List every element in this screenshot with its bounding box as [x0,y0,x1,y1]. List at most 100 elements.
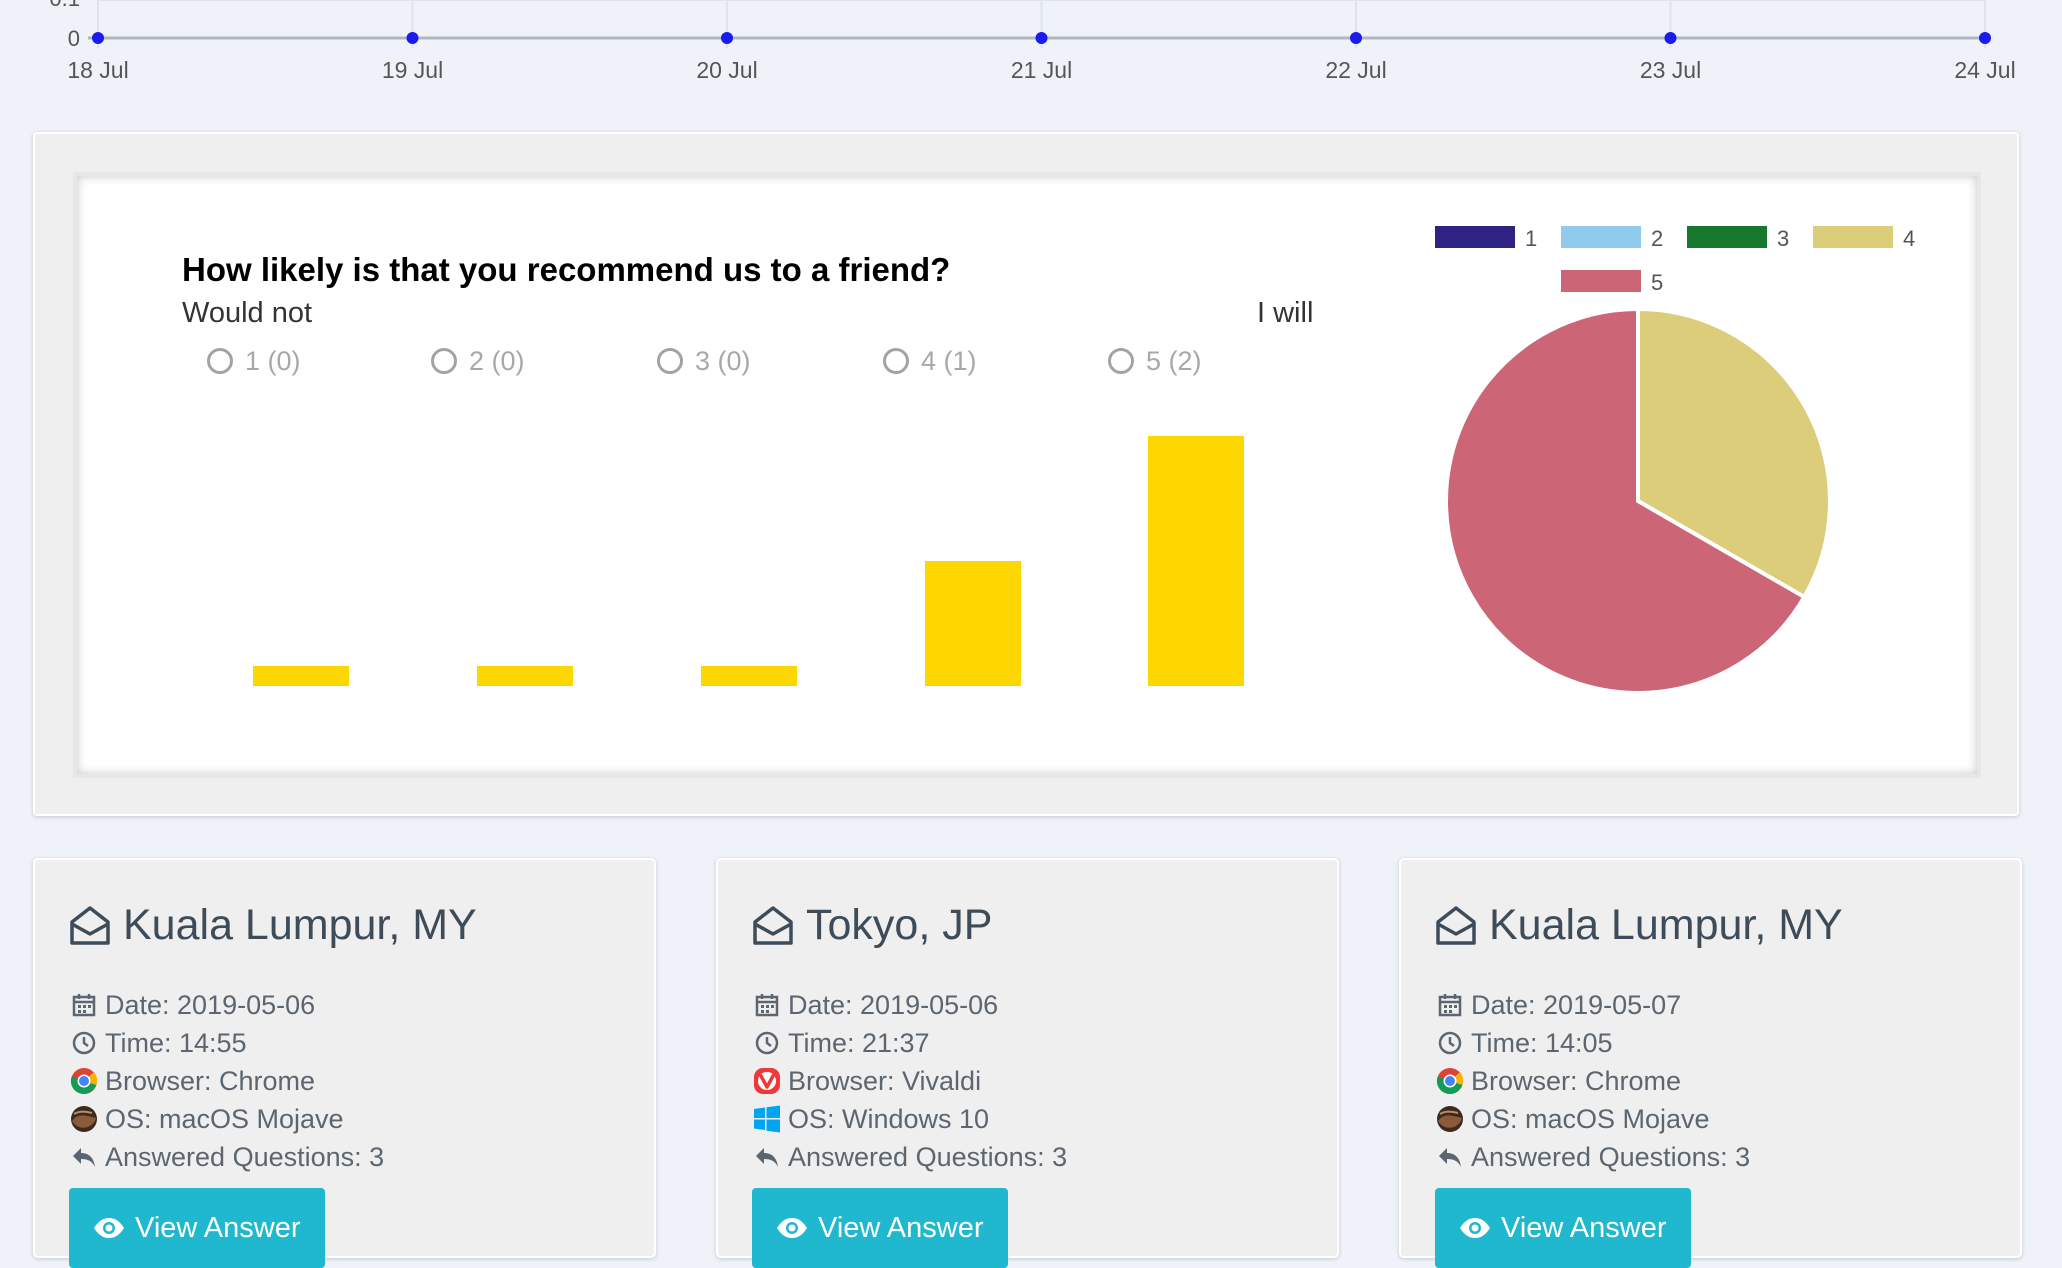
response-card: Kuala Lumpur, MY Date: 2019-05-07 Time: … [1399,858,2022,1268]
y-tick-label: 0.1 [49,0,80,11]
os-text: OS: macOS Mojave [105,1103,344,1134]
response-time: Time: 14:55 [69,1026,247,1060]
x-tick-label: 22 Jul [1325,57,1386,83]
card-title: Tokyo, JP [752,900,992,950]
rating-option-2[interactable]: 2 (0) [431,344,525,378]
legend-swatch [1687,226,1767,248]
view-answer-label: View Answer [818,1211,984,1244]
response-os: OS: Windows 10 [752,1102,989,1136]
reply-icon [69,1142,99,1172]
eye-icon [1460,1218,1490,1238]
radio-button[interactable] [883,348,909,374]
rating-option-4[interactable]: 4 (1) [883,344,977,378]
survey-chart-area: How likely is that you recommend us to a… [73,172,1981,778]
data-point [1350,32,1362,44]
clock-icon [752,1028,782,1058]
legend-label: 2 [1651,226,1663,251]
legend-swatch [1435,226,1515,248]
rating-option-5[interactable]: 5 (2) [1108,344,1202,378]
response-location: Kuala Lumpur, MY [1489,900,1843,949]
eye-icon [777,1218,807,1238]
survey-panel: How likely is that you recommend us to a… [33,132,2019,816]
bar-rating-1 [253,666,349,686]
y-tick-label: 0 [68,26,80,51]
radio-button[interactable] [431,348,457,374]
rating-option-label: 5 (2) [1146,345,1202,376]
response-location: Kuala Lumpur, MY [123,900,477,949]
response-os: OS: macOS Mojave [69,1102,344,1136]
pie-slice-4 [1636,306,1832,600]
bar-rating-5 [1148,436,1244,686]
answered-text: Answered Questions: 3 [105,1141,385,1172]
data-point [406,32,419,44]
legend-label: 3 [1777,226,1789,251]
answered-text: Answered Questions: 3 [1471,1141,1751,1172]
clock-icon [69,1028,99,1058]
x-tick-label: 23 Jul [1640,57,1701,83]
legend-label: 4 [1903,226,1915,251]
rating-pie-chart: 1 2 3 4 5 [1435,226,1915,695]
response-time: Time: 14:05 [1435,1026,1613,1060]
card-title: Kuala Lumpur, MY [69,900,477,950]
bar-rating-3 [701,666,797,686]
bar-rating-4 [925,561,1021,686]
response-card: Kuala Lumpur, MY Date: 2019-05-06 Time: … [33,858,656,1268]
question-title: How likely is that you recommend us to a… [182,251,951,288]
rating-option-label: 2 (0) [469,345,525,376]
radio-button[interactable] [657,348,683,374]
time-text: Time: 21:37 [788,1027,930,1058]
response-browser: Browser: Vivaldi [752,1064,981,1098]
view-answer-label: View Answer [135,1211,301,1244]
eye-icon [94,1218,124,1238]
os-text: OS: macOS Mojave [1471,1103,1710,1134]
calendar-icon [752,990,782,1020]
os-text: OS: Windows 10 [788,1103,990,1134]
time-text: Time: 14:05 [1471,1027,1613,1058]
response-browser: Browser: Chrome [69,1064,315,1098]
answered-text: Answered Questions: 3 [788,1141,1068,1172]
view-answer-label: View Answer [1501,1211,1667,1244]
browser-text: Browser: Chrome [1471,1065,1682,1096]
chrome-icon [69,1066,99,1096]
response-location: Tokyo, JP [806,900,993,949]
envelope-open-icon [70,906,110,945]
date-text: Date: 2019-05-07 [1471,989,1682,1020]
response-answered: Answered Questions: 3 [752,1140,1067,1174]
browser-text: Browser: Chrome [105,1065,316,1096]
radio-button[interactable] [1108,348,1134,374]
legend-swatch [1813,226,1893,248]
macos-icon [1435,1104,1465,1134]
bar-rating-2 [477,666,573,686]
card-title: Kuala Lumpur, MY [1435,900,1843,950]
envelope-open-icon [1436,906,1476,945]
legend-swatch [1561,226,1641,248]
radio-button[interactable] [207,348,233,374]
envelope-open-icon [753,906,793,945]
rating-option-1[interactable]: 1 (0) [207,344,301,378]
data-point [721,32,733,44]
date-text: Date: 2019-05-06 [788,989,999,1020]
rating-bar-chart [253,436,1244,686]
response-date: Date: 2019-05-07 [1435,988,1681,1022]
pie-slice-5 [1444,306,1808,695]
legend-swatch [1561,270,1641,292]
rating-option-3[interactable]: 3 (0) [657,344,751,378]
x-tick-label: 20 Jul [696,57,757,83]
view-answer-button[interactable]: View Answer [752,1188,1008,1268]
time-text: Time: 14:55 [105,1027,247,1058]
data-point [92,32,104,44]
data-point [1664,32,1677,44]
calendar-icon [1435,990,1465,1020]
scale-min-label: Would not [182,297,313,329]
x-tick-label: 18 Jul [67,57,128,83]
legend-label: 1 [1525,226,1537,251]
windows-icon [752,1104,782,1134]
macos-icon [69,1104,99,1134]
rating-option-label: 1 (0) [245,345,301,376]
data-point [1979,32,1991,44]
response-time: Time: 21:37 [752,1026,930,1060]
vivaldi-icon [752,1066,782,1096]
view-answer-button[interactable]: View Answer [1435,1188,1691,1268]
view-answer-button[interactable]: View Answer [69,1188,325,1268]
data-point [1035,32,1048,44]
